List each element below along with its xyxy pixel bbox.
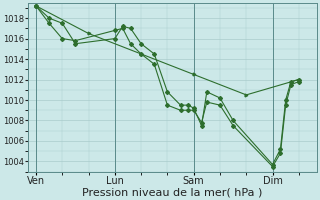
X-axis label: Pression niveau de la mer( hPa ): Pression niveau de la mer( hPa ) [83,187,263,197]
